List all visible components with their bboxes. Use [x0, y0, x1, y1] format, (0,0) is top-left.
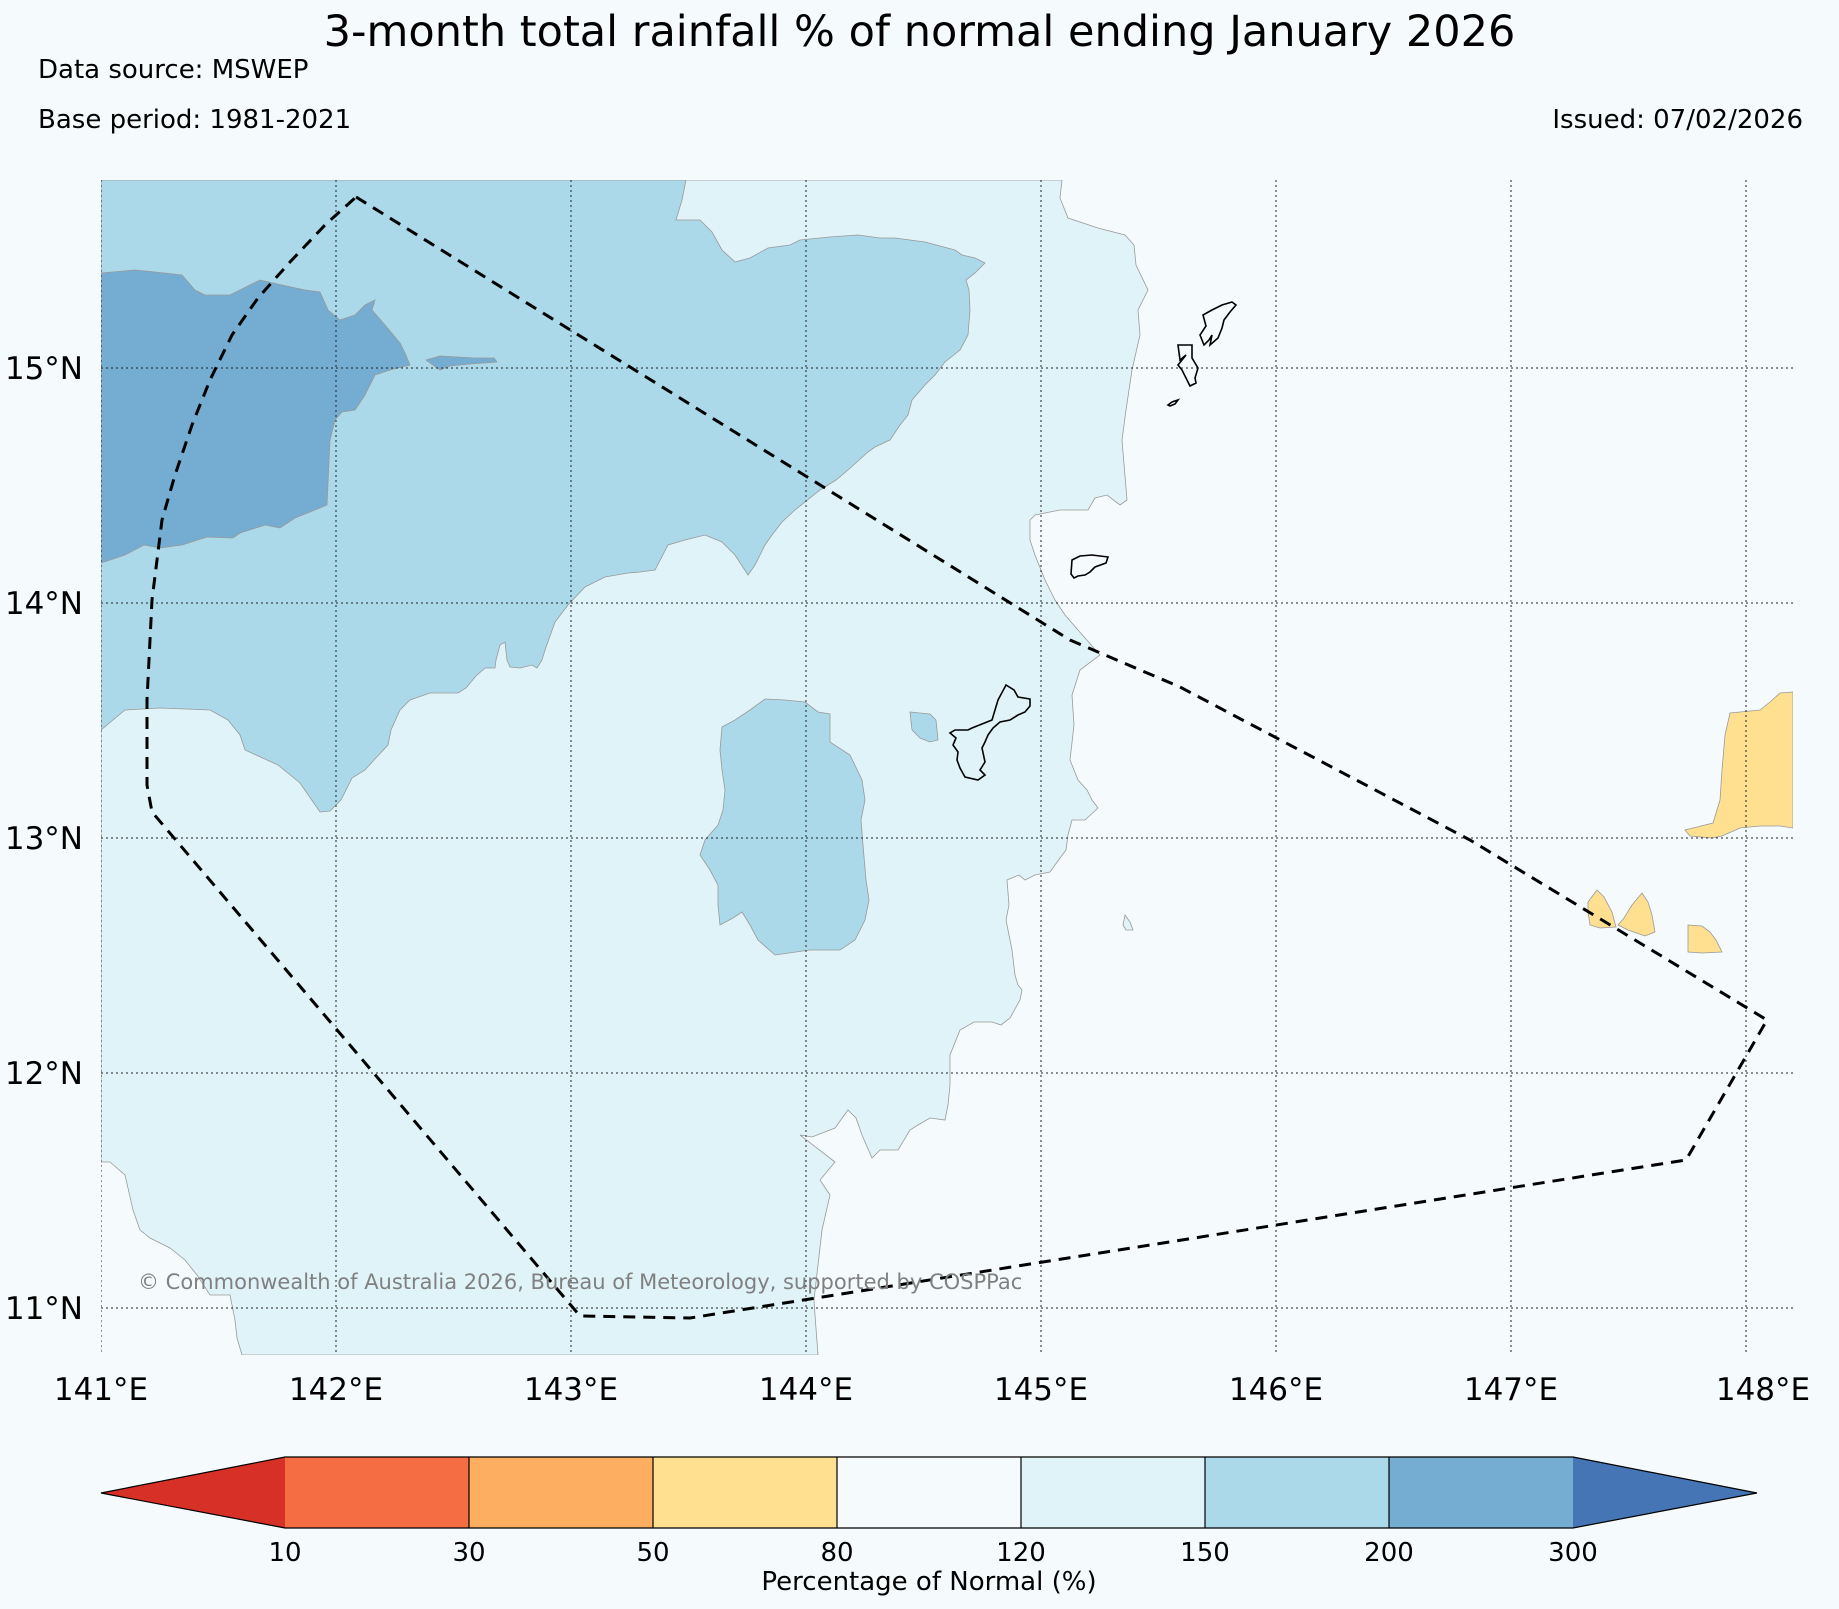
- tinian-coastline: [1176, 344, 1199, 388]
- colorbar-seg-10-30: [285, 1457, 469, 1528]
- zone-120-150-islet: [1122, 914, 1134, 931]
- lon-label-146: 146°E: [1229, 1372, 1323, 1408]
- coastlines: [948, 301, 1238, 781]
- latitude-labels: 15°N 14°N 13°N 12°N 11°N: [5, 351, 83, 1327]
- saipan-coastline: [1199, 301, 1238, 348]
- colorbar-seg-80-120: [837, 1457, 1021, 1528]
- lon-label-144: 144°E: [759, 1372, 853, 1408]
- colorbar-label: Percentage of Normal (%): [761, 1567, 1096, 1597]
- colorbar-tick-10: 10: [268, 1538, 301, 1568]
- lon-label-143: 143°E: [524, 1372, 618, 1408]
- lon-label-141: 141°E: [54, 1372, 148, 1408]
- lat-label-15: 15°N: [5, 351, 83, 387]
- zone-50-80-islet-3: [1687, 924, 1723, 954]
- zone-200-300: [101, 269, 411, 564]
- longitude-labels: 141°E 142°E 143°E 144°E 145°E 146°E 147°…: [54, 1372, 1810, 1408]
- data-source-text: Data source: MSWEP: [38, 55, 309, 85]
- colorbar-tick-50: 50: [636, 1538, 669, 1568]
- lat-label-14: 14°N: [5, 586, 83, 622]
- gridlines: [101, 180, 1793, 1355]
- colorbar-seg-50-80: [653, 1457, 837, 1528]
- colorbar-seg-30-50: [469, 1457, 653, 1528]
- rainfall-map-area: © Commonwealth of Australia 2026, Bureau…: [101, 180, 1793, 1355]
- zone-50-80-islet-2: [1617, 892, 1656, 937]
- copyright-text: © Commonwealth of Australia 2026, Bureau…: [138, 1270, 1022, 1294]
- colorbar-tick-200: 200: [1364, 1538, 1414, 1568]
- rota-coastline: [1070, 554, 1110, 580]
- colorbar-seg-200-300: [1389, 1457, 1573, 1528]
- colorbar-seg-120-150: [1021, 1457, 1205, 1528]
- colorbar-tick-30: 30: [452, 1538, 485, 1568]
- zone-50-80-islet-1: [1587, 889, 1617, 929]
- colorbar-tick-150: 150: [1180, 1538, 1230, 1568]
- zone-200-300-small: [425, 355, 498, 371]
- zone-50-80-east: [1684, 691, 1793, 839]
- aguijan-coastline: [1166, 398, 1181, 407]
- lon-label-142: 142°E: [289, 1372, 383, 1408]
- guam-coastline: [948, 683, 1031, 781]
- zone-150-200-islet: [909, 711, 939, 743]
- issued-date-text: Issued: 07/02/2026: [1552, 105, 1803, 135]
- colorbar-outline: [100, 1456, 1758, 1529]
- lon-label-147: 147°E: [1464, 1372, 1558, 1408]
- colorbar-tick-120: 120: [996, 1538, 1046, 1568]
- lat-label-11: 11°N: [5, 1291, 83, 1327]
- colorbar-seg-150-200: [1205, 1457, 1389, 1528]
- colorbar: 10 30 50 80 120 150 200 300 Percentage o…: [100, 1456, 1758, 1597]
- colorbar-tick-80: 80: [820, 1538, 853, 1568]
- colorbar-tick-300: 300: [1548, 1538, 1598, 1568]
- base-period-text: Base period: 1981-2021: [38, 105, 352, 135]
- colorbar-seg-below-10: [101, 1457, 285, 1528]
- lat-label-12: 12°N: [5, 1056, 83, 1092]
- zone-150-200-central: [699, 698, 870, 956]
- map-title: 3-month total rainfall % of normal endin…: [323, 7, 1516, 57]
- lon-label-145: 145°E: [994, 1372, 1088, 1408]
- lon-label-148: 148°E: [1716, 1372, 1810, 1408]
- lat-label-13: 13°N: [5, 821, 83, 857]
- eez-boundary: [145, 195, 1770, 1320]
- colorbar-seg-above-300: [1573, 1457, 1757, 1528]
